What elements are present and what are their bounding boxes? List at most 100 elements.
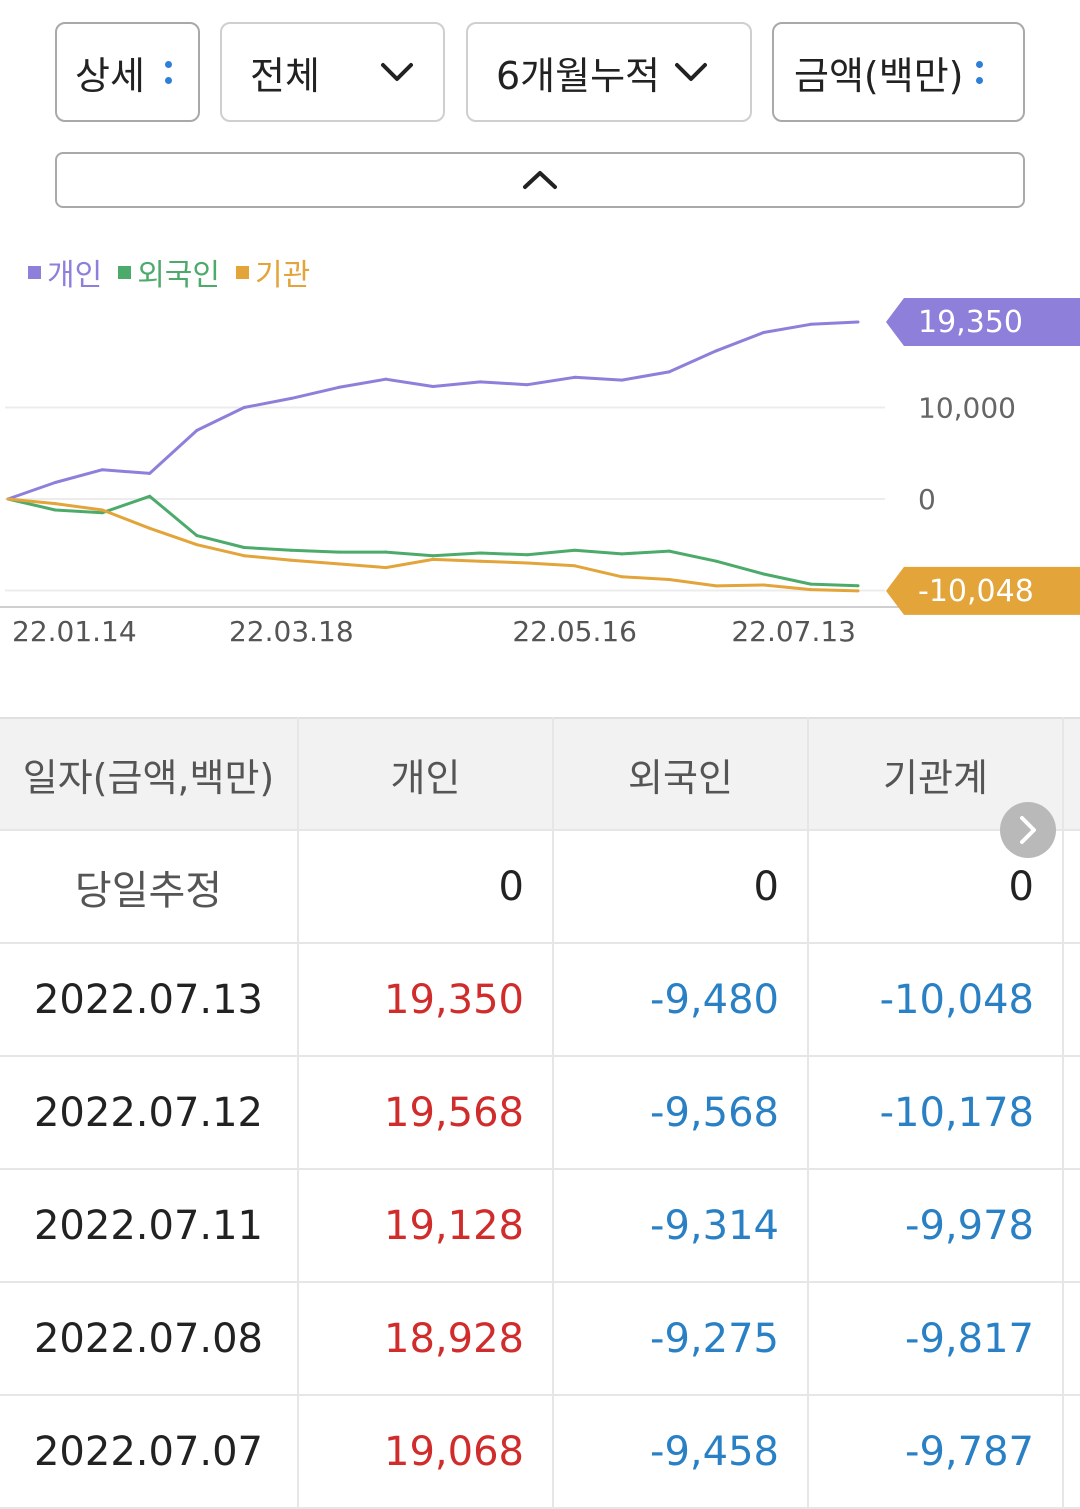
legend-swatch bbox=[236, 265, 250, 279]
last-value-badge-personal bbox=[886, 298, 1080, 346]
legend-swatch bbox=[28, 265, 41, 279]
unit-select-label: 금액(백만) bbox=[794, 53, 964, 98]
series-point bbox=[762, 572, 766, 576]
detail-select-label: 상세 bbox=[75, 53, 145, 98]
row-foreign: -9,568 bbox=[553, 1056, 809, 1170]
y-tick-label: 0 bbox=[918, 483, 936, 516]
series-point bbox=[148, 471, 152, 475]
series-point bbox=[289, 548, 293, 552]
chevron-down-icon bbox=[380, 63, 413, 81]
series-point bbox=[525, 383, 529, 387]
series-point bbox=[384, 550, 388, 554]
series-point bbox=[431, 554, 435, 558]
overflow-cell bbox=[1063, 943, 1080, 1057]
row-institution: -9,787 bbox=[808, 1395, 1064, 1509]
table-row: 2022.07.07 19,068 -9,458 -9,787 bbox=[0, 1395, 1080, 1509]
series-point bbox=[809, 322, 813, 326]
series-line-2 bbox=[7, 497, 859, 593]
series-point bbox=[384, 377, 388, 381]
today-foreign: 0 bbox=[553, 830, 809, 944]
collapse-button[interactable] bbox=[55, 152, 1025, 208]
period-select[interactable]: 6개월누적 bbox=[466, 22, 752, 122]
legend-swatch bbox=[118, 265, 132, 279]
legend-item-personal: 개인 bbox=[28, 250, 102, 294]
table-row: 2022.07.11 19,128 -9,314 -9,978 bbox=[0, 1169, 1080, 1283]
detail-select[interactable]: 상세 bbox=[55, 22, 200, 122]
period-select-label: 6개월누적 bbox=[496, 53, 661, 98]
series-point bbox=[573, 548, 577, 552]
last-value-badge-personal-text: 19,350 bbox=[918, 305, 1023, 340]
series-point bbox=[289, 396, 293, 400]
series-point bbox=[148, 494, 152, 498]
legend-label: 외국인 bbox=[137, 258, 221, 293]
row-institution: -10,178 bbox=[808, 1056, 1064, 1170]
series-point bbox=[856, 320, 860, 324]
scope-select[interactable]: 전체 bbox=[220, 22, 445, 122]
scope-select-label: 전체 bbox=[250, 53, 320, 98]
series-point bbox=[100, 468, 104, 472]
overflow-cell bbox=[1063, 1056, 1080, 1170]
row-institution: -9,978 bbox=[808, 1169, 1064, 1283]
series-point bbox=[242, 406, 246, 410]
series-point bbox=[100, 511, 104, 515]
series-point bbox=[620, 378, 624, 382]
row-date: 2022.07.07 bbox=[0, 1395, 299, 1509]
series-point bbox=[337, 550, 341, 554]
series-point bbox=[573, 564, 577, 568]
row-personal: 18,928 bbox=[298, 1282, 554, 1396]
row-personal: 19,568 bbox=[298, 1056, 554, 1170]
series-point bbox=[714, 559, 718, 563]
series-point bbox=[525, 561, 529, 565]
last-value-badge-institution bbox=[886, 566, 1080, 615]
series-point bbox=[478, 551, 482, 555]
series-point bbox=[762, 331, 766, 335]
series-point bbox=[667, 577, 671, 581]
series-point bbox=[289, 558, 293, 562]
table-row: 2022.07.12 19,568 -9,568 -10,178 bbox=[0, 1056, 1080, 1170]
col-header-personal: 개인 bbox=[298, 717, 554, 831]
series-point bbox=[573, 375, 577, 379]
x-tick-label: 22.07.13 bbox=[731, 615, 856, 648]
series-point bbox=[148, 526, 152, 530]
series-point bbox=[242, 554, 246, 558]
x-tick-label: 22.01.14 bbox=[12, 615, 137, 648]
legend-item-institution: 기관 bbox=[236, 250, 310, 294]
y-tick-label: 10,000 bbox=[918, 392, 1016, 425]
table-row: 2022.07.08 18,928 -9,275 -9,817 bbox=[0, 1282, 1080, 1396]
series-point bbox=[809, 582, 813, 586]
series-point bbox=[384, 566, 388, 570]
row-date: 2022.07.08 bbox=[0, 1282, 299, 1396]
series-point bbox=[6, 497, 10, 501]
unit-select[interactable]: 금액(백만) bbox=[772, 22, 1025, 122]
series-point bbox=[337, 562, 341, 566]
series-point bbox=[762, 583, 766, 587]
series-line-0 bbox=[7, 320, 859, 501]
scroll-right-button[interactable] bbox=[1000, 802, 1056, 858]
series-point bbox=[667, 370, 671, 374]
investor-table: 일자(금액,백만) 개인 외국인 기관계 당일추정 0 0 0 2022.07.… bbox=[0, 717, 1080, 1509]
x-tick-label: 22.05.16 bbox=[512, 615, 637, 648]
overflow-cell bbox=[1063, 830, 1080, 944]
today-label: 당일추정 bbox=[0, 830, 299, 944]
series-point bbox=[195, 428, 199, 432]
vertical-dots-icon bbox=[975, 60, 983, 84]
row-date: 2022.07.13 bbox=[0, 943, 299, 1057]
today-personal: 0 bbox=[298, 830, 554, 944]
row-date: 2022.07.12 bbox=[0, 1056, 299, 1170]
table-row-today: 당일추정 0 0 0 bbox=[0, 830, 1080, 944]
series-point bbox=[714, 584, 718, 588]
series-point bbox=[53, 481, 57, 485]
row-personal: 19,128 bbox=[298, 1169, 554, 1283]
row-institution: -10,048 bbox=[808, 943, 1064, 1057]
series-point bbox=[478, 380, 482, 384]
row-foreign: -9,480 bbox=[553, 943, 809, 1057]
series-point bbox=[195, 543, 199, 547]
series-point bbox=[667, 549, 671, 553]
table-header-row: 일자(금액,백만) 개인 외국인 기관계 bbox=[0, 717, 1080, 831]
legend-label: 기관 bbox=[255, 258, 311, 293]
overflow-cell bbox=[1063, 1169, 1080, 1283]
series-point bbox=[431, 384, 435, 388]
series-point bbox=[525, 553, 529, 557]
overflow-cell bbox=[1063, 1282, 1080, 1396]
